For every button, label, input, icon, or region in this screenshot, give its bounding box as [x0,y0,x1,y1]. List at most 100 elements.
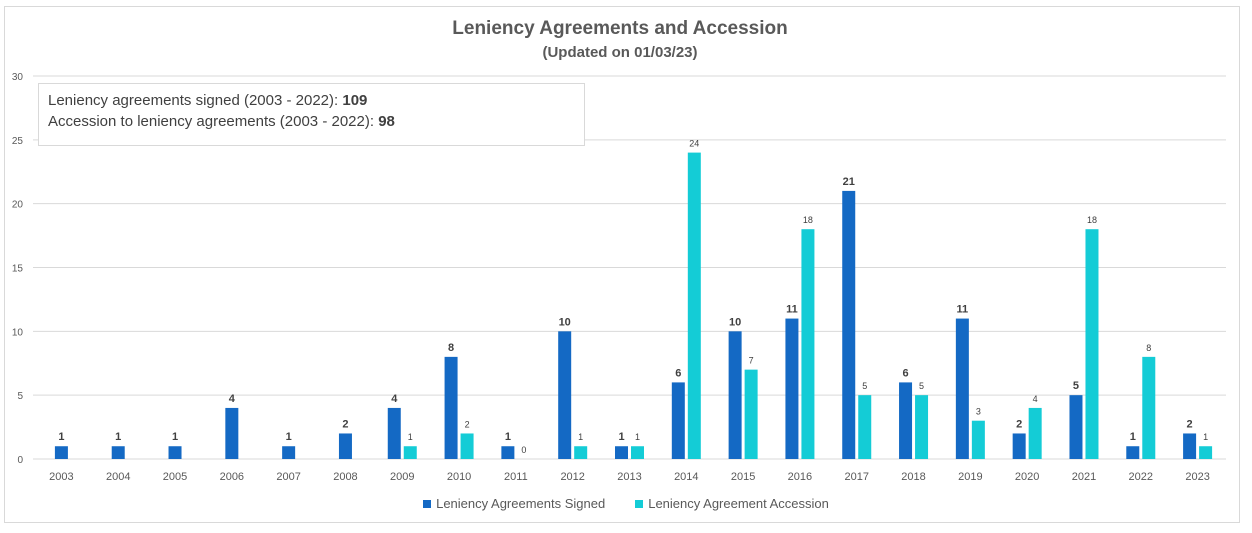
data-label-accession-2018: 5 [919,381,924,391]
y-tick-label: 0 [17,455,23,466]
data-label-accession-2021: 18 [1087,215,1097,225]
data-label-accession-2020: 4 [1033,394,1038,404]
bar-accession-2021 [1085,229,1099,459]
x-tick-label: 2016 [788,471,812,483]
data-label-signed-2019: 11 [957,304,969,316]
y-tick-label: 20 [12,200,24,211]
x-tick-label: 2012 [560,471,584,483]
x-tick-label: 2020 [1015,471,1039,483]
bar-accession-2020 [1028,407,1042,459]
x-tick-label: 2014 [674,471,698,483]
y-tick-label: 30 [12,72,24,83]
data-label-accession-2011: 0 [521,445,526,455]
data-label-signed-2014: 6 [675,367,681,379]
summary-box: Leniency agreements signed (2003 - 2022)… [38,83,585,146]
x-tick-label: 2015 [731,471,755,483]
bar-accession-2023 [1199,446,1213,459]
legend-swatch-accession [635,499,644,508]
data-label-signed-2018: 6 [902,367,908,379]
x-tick-label: 2005 [163,471,187,483]
y-tick-label: 25 [12,136,24,147]
bar-accession-2022 [1142,356,1156,459]
bar-accession-2016 [801,229,815,459]
legend-label-signed: Leniency Agreements Signed [436,496,606,511]
chart-title: Leniency Agreements and Accession [452,18,788,39]
data-label-signed-2017: 21 [843,176,855,188]
x-tick-label: 2018 [901,471,925,483]
data-label-accession-2016: 18 [803,215,813,225]
bar-signed-2010 [444,356,458,459]
data-label-accession-2015: 7 [749,356,754,366]
summary-signed-label: Leniency agreements signed (2003 - 2022)… [48,92,343,109]
legend: Leniency Agreements Signed Leniency Agre… [0,496,1252,511]
data-label-signed-2004: 1 [115,431,121,443]
data-label-accession-2017: 5 [862,381,867,391]
bar-signed-2019 [955,318,969,459]
data-label-accession-2012: 1 [578,432,583,442]
bar-accession-2014 [687,152,701,459]
data-label-signed-2012: 10 [559,316,571,328]
x-tick-label: 2008 [333,471,357,483]
legend-item-accession[interactable]: Leniency Agreement Accession [635,496,829,511]
data-label-accession-2022: 8 [1146,343,1151,353]
bar-signed-2005 [168,446,182,459]
data-label-signed-2021: 5 [1073,380,1079,392]
chart-subtitle: (Updated on 01/03/23) [542,44,698,61]
data-label-signed-2007: 1 [286,431,292,443]
bar-signed-2012 [558,331,572,459]
x-tick-label: 2011 [504,471,528,483]
data-label-signed-2003: 1 [58,431,64,443]
x-tick-label: 2003 [49,471,73,483]
x-tick-label: 2019 [958,471,982,483]
bar-accession-2009 [403,446,417,459]
data-label-signed-2010: 8 [448,342,454,354]
bar-signed-2016 [785,318,799,459]
x-tick-label: 2006 [220,471,244,483]
bar-signed-2009 [387,407,401,459]
data-label-signed-2020: 2 [1016,418,1022,430]
x-tick-label: 2021 [1072,471,1096,483]
bar-signed-2003 [54,446,68,459]
legend-label-accession: Leniency Agreement Accession [648,496,829,511]
legend-swatch-signed [423,499,432,508]
bar-signed-2014 [671,382,685,459]
data-label-signed-2009: 4 [391,393,398,405]
legend-item-signed[interactable]: Leniency Agreements Signed [423,496,605,511]
x-tick-label: 2023 [1185,471,1209,483]
y-tick-label: 5 [17,391,23,402]
bar-signed-2023 [1183,433,1197,459]
summary-signed: Leniency agreements signed (2003 - 2022)… [48,90,584,111]
x-tick-label: 2009 [390,471,414,483]
data-label-signed-2006: 4 [229,393,236,405]
bar-signed-2007 [282,446,296,459]
data-label-signed-2005: 1 [172,431,178,443]
bar-signed-2022 [1126,446,1140,459]
bar-signed-2011 [501,446,515,459]
data-label-accession-2010: 2 [465,419,470,429]
summary-accession: Accession to leniency agreements (2003 -… [48,111,584,132]
y-tick-label: 15 [12,264,24,275]
bar-accession-2019 [971,420,985,459]
data-label-accession-2019: 3 [976,407,981,417]
x-tick-label: 2017 [844,471,868,483]
x-tick-label: 2010 [447,471,471,483]
bar-accession-2018 [915,395,929,459]
bar-accession-2010 [460,433,474,459]
bar-signed-2021 [1069,395,1083,459]
x-tick-label: 2022 [1129,471,1153,483]
data-label-accession-2013: 1 [635,432,640,442]
data-label-signed-2023: 2 [1187,418,1193,430]
data-label-accession-2023: 1 [1203,432,1208,442]
y-tick-label: 10 [12,327,24,338]
bar-signed-2020 [1012,433,1026,459]
summary-accession-label: Accession to leniency agreements (2003 -… [48,113,379,130]
x-tick-label: 2007 [276,471,300,483]
bar-signed-2018 [899,382,913,459]
data-label-signed-2008: 2 [342,418,348,430]
bar-signed-2017 [842,190,856,459]
bar-signed-2008 [338,433,352,459]
bar-signed-2004 [111,446,125,459]
data-label-signed-2015: 10 [729,316,741,328]
bar-accession-2013 [631,446,644,459]
